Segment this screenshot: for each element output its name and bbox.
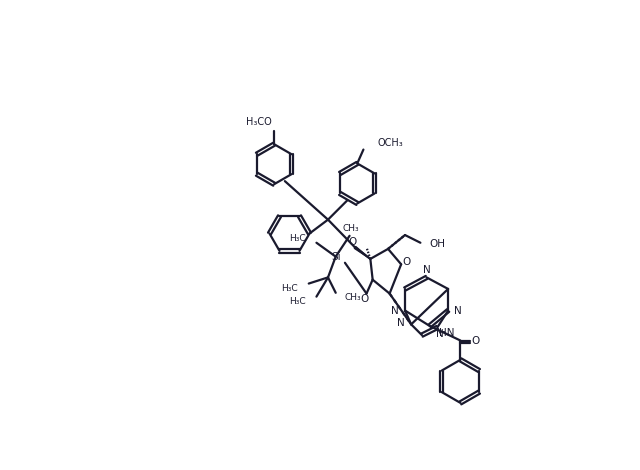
Text: H₃CO: H₃CO xyxy=(246,117,271,127)
Text: CH₃: CH₃ xyxy=(345,293,362,302)
Text: Si: Si xyxy=(331,251,340,262)
Text: H₃C: H₃C xyxy=(289,234,306,243)
Text: O: O xyxy=(349,237,356,247)
Text: O: O xyxy=(403,257,411,267)
Text: H₃C: H₃C xyxy=(289,297,306,306)
Text: OCH₃: OCH₃ xyxy=(378,138,403,149)
Text: N: N xyxy=(397,318,405,328)
Text: N: N xyxy=(454,306,462,315)
Text: N: N xyxy=(422,266,431,275)
Text: O: O xyxy=(471,337,479,346)
Text: H₃C: H₃C xyxy=(282,284,298,293)
Text: CH₃: CH₃ xyxy=(343,224,360,233)
Text: O: O xyxy=(361,294,369,304)
Text: OH: OH xyxy=(429,239,445,249)
Text: HN: HN xyxy=(439,328,454,338)
Text: N: N xyxy=(436,329,444,338)
Text: N: N xyxy=(391,306,399,315)
Polygon shape xyxy=(355,246,371,259)
